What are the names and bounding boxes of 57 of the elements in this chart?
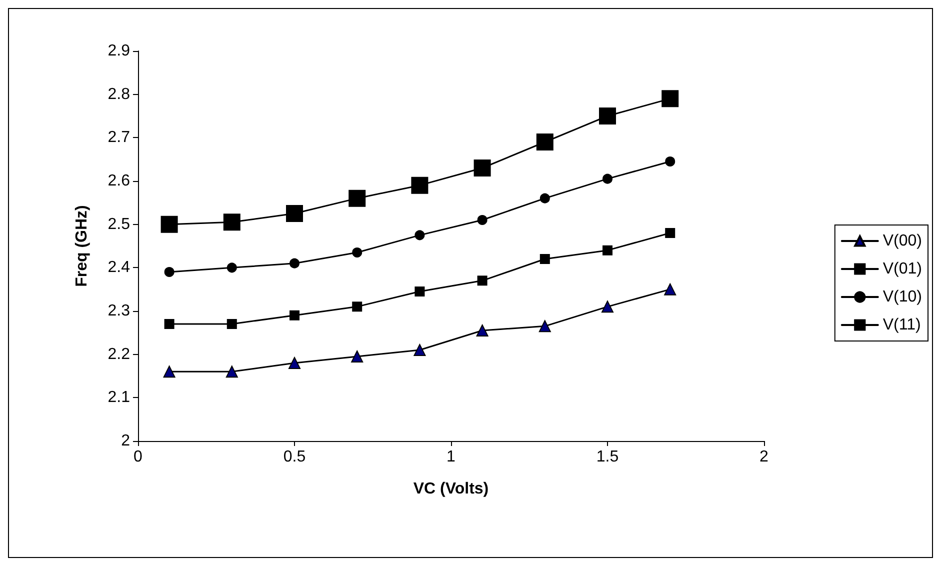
point bbox=[476, 324, 488, 336]
y-tick-label: 2.7 bbox=[108, 129, 130, 146]
point bbox=[599, 108, 616, 124]
point bbox=[351, 350, 364, 362]
point bbox=[538, 320, 551, 332]
y-tick-label: 2.4 bbox=[108, 259, 130, 276]
point bbox=[665, 228, 676, 238]
point bbox=[536, 134, 554, 150]
point bbox=[662, 90, 679, 108]
point bbox=[602, 300, 614, 313]
y-tick-label: 2.5 bbox=[108, 216, 130, 233]
y-tick-label: 2.8 bbox=[108, 86, 130, 103]
legend-label: V(11) bbox=[882, 316, 921, 334]
x-tick-label: 1.5 bbox=[596, 448, 619, 466]
point bbox=[288, 357, 300, 369]
legend-label: V(00) bbox=[882, 232, 922, 250]
point bbox=[226, 262, 237, 273]
point bbox=[226, 319, 237, 329]
x-tick-label: 1 bbox=[446, 448, 456, 466]
y-tick-label: 2.2 bbox=[108, 346, 130, 363]
point bbox=[164, 267, 174, 277]
point bbox=[290, 310, 300, 320]
point bbox=[286, 205, 303, 222]
y-tick-label: 2.3 bbox=[108, 302, 130, 320]
point bbox=[352, 302, 362, 312]
point bbox=[414, 230, 425, 240]
point bbox=[160, 216, 178, 233]
point bbox=[226, 366, 238, 378]
legend-label: V(01) bbox=[882, 260, 922, 278]
point bbox=[411, 176, 428, 194]
x-tick-label: 0.5 bbox=[283, 448, 306, 466]
legend-label: V(10) bbox=[882, 288, 922, 306]
point bbox=[602, 245, 612, 256]
point bbox=[665, 156, 676, 166]
y-tick-label: 2 bbox=[121, 432, 130, 450]
y-tick-label: 2.1 bbox=[108, 389, 130, 406]
point bbox=[348, 190, 366, 207]
y-axis-title: Freq (GHz) bbox=[74, 205, 90, 287]
point bbox=[414, 344, 426, 356]
x-axis-title: VC (Volts) bbox=[413, 480, 489, 498]
point bbox=[414, 286, 425, 296]
point bbox=[540, 254, 550, 264]
x-tick-label: 0 bbox=[134, 448, 143, 466]
point bbox=[352, 248, 362, 258]
point bbox=[163, 366, 176, 378]
point bbox=[290, 258, 300, 268]
point bbox=[477, 276, 488, 286]
point bbox=[540, 193, 550, 204]
point bbox=[164, 319, 174, 329]
y-tick-label: 2.9 bbox=[108, 42, 130, 60]
x-tick-label: 2 bbox=[760, 448, 769, 466]
point bbox=[474, 160, 491, 176]
point bbox=[223, 214, 240, 231]
point bbox=[664, 283, 676, 296]
point bbox=[477, 215, 488, 225]
y-tick-label: 2.6 bbox=[108, 172, 130, 190]
point bbox=[602, 174, 612, 184]
